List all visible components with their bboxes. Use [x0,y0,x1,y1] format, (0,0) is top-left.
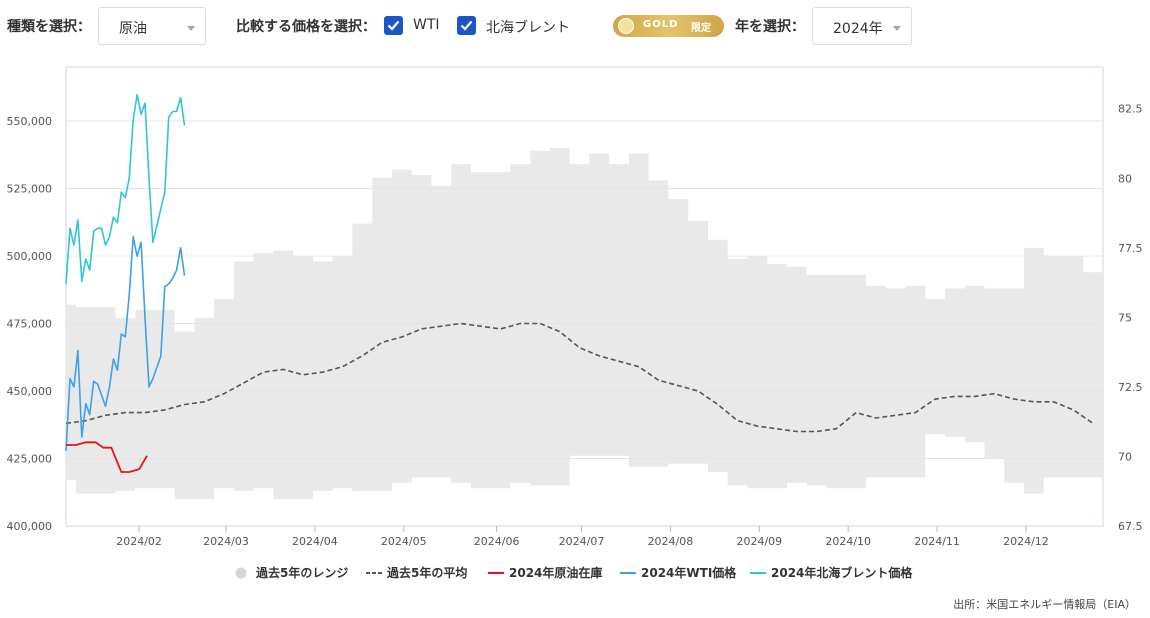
chevron-down-icon [893,26,901,31]
inventory-line [66,441,148,473]
y-left-tick-label: 400,000 [7,520,53,533]
legend-avg-label: 過去5年の平均 [386,565,467,580]
y-left-tick-label: 500,000 [7,250,53,263]
y-right-tick-label: 82.5 [1118,103,1143,116]
x-tick-label: 2024/03 [203,535,249,548]
x-tick-label: 2024/09 [736,535,782,548]
y-right-tick-label: 80 [1118,172,1132,185]
y-right-tick-label: 72.5 [1118,381,1143,394]
type-select[interactable]: 原油 [98,7,206,45]
y-left-tick-label: 425,000 [7,453,53,466]
brent-checkbox[interactable] [457,16,476,35]
y-left-tick-label: 450,000 [7,385,53,398]
wti-checkbox[interactable] [384,16,403,35]
y-right-tick-label: 75 [1118,311,1132,324]
check-icon [387,20,400,31]
x-tick-label: 2024/04 [292,535,338,548]
gold-badge: GOLD 限定 [613,15,724,37]
y-right-tick-label: 77.5 [1118,242,1143,255]
gold-badge-sub: 限定 [691,23,711,34]
legend-wti-label: 2024年WTI価格 [641,565,737,580]
y-right-tick-label: 67.5 [1118,520,1143,533]
avg-line [65,322,1094,433]
type-select-label: 種類を選択： [7,19,91,35]
x-tick-label: 2024/11 [914,535,960,548]
x-tick-label: 2024/02 [116,535,162,548]
legend-range-label: 過去5年のレンジ [255,565,348,580]
gold-coin-icon [618,18,634,34]
y-left-tick-label: 525,000 [7,183,53,196]
y-right-tick-label: 70 [1118,450,1132,463]
brent-checkbox-label[interactable]: 北海ブレント [486,20,570,36]
source-note: 出所：米国エネルギー情報局（EIA） [953,598,1136,611]
x-tick-label: 2024/10 [825,535,871,548]
year-select[interactable]: 2024年 [812,7,912,45]
check-icon [460,20,473,31]
year-select-value: 2024年 [833,21,883,37]
wti-price-line [65,235,186,451]
brent-price-line [65,94,186,285]
x-tick-label: 2024/05 [381,535,427,548]
year-select-label: 年を選択： [735,19,805,35]
legend-inventory-label: 2024年原油在庫 [509,565,602,580]
gold-badge-label: GOLD [643,19,679,30]
wti-checkbox-label[interactable]: WTI [413,17,440,33]
x-tick-label: 2024/12 [1003,535,1049,548]
type-select-value: 原油 [119,21,147,37]
compare-label: 比較する価格を選択： [236,19,376,35]
legend-range-symbol [235,567,247,579]
x-tick-label: 2024/06 [474,535,520,548]
legend-brent-label: 2024年北海ブレント価格 [771,565,913,580]
x-tick-label: 2024/07 [559,535,605,548]
x-tick-label: 2024/08 [648,535,694,548]
y-left-tick-label: 550,000 [7,115,53,128]
y-left-tick-label: 475,000 [7,318,53,331]
chevron-down-icon [187,26,195,31]
